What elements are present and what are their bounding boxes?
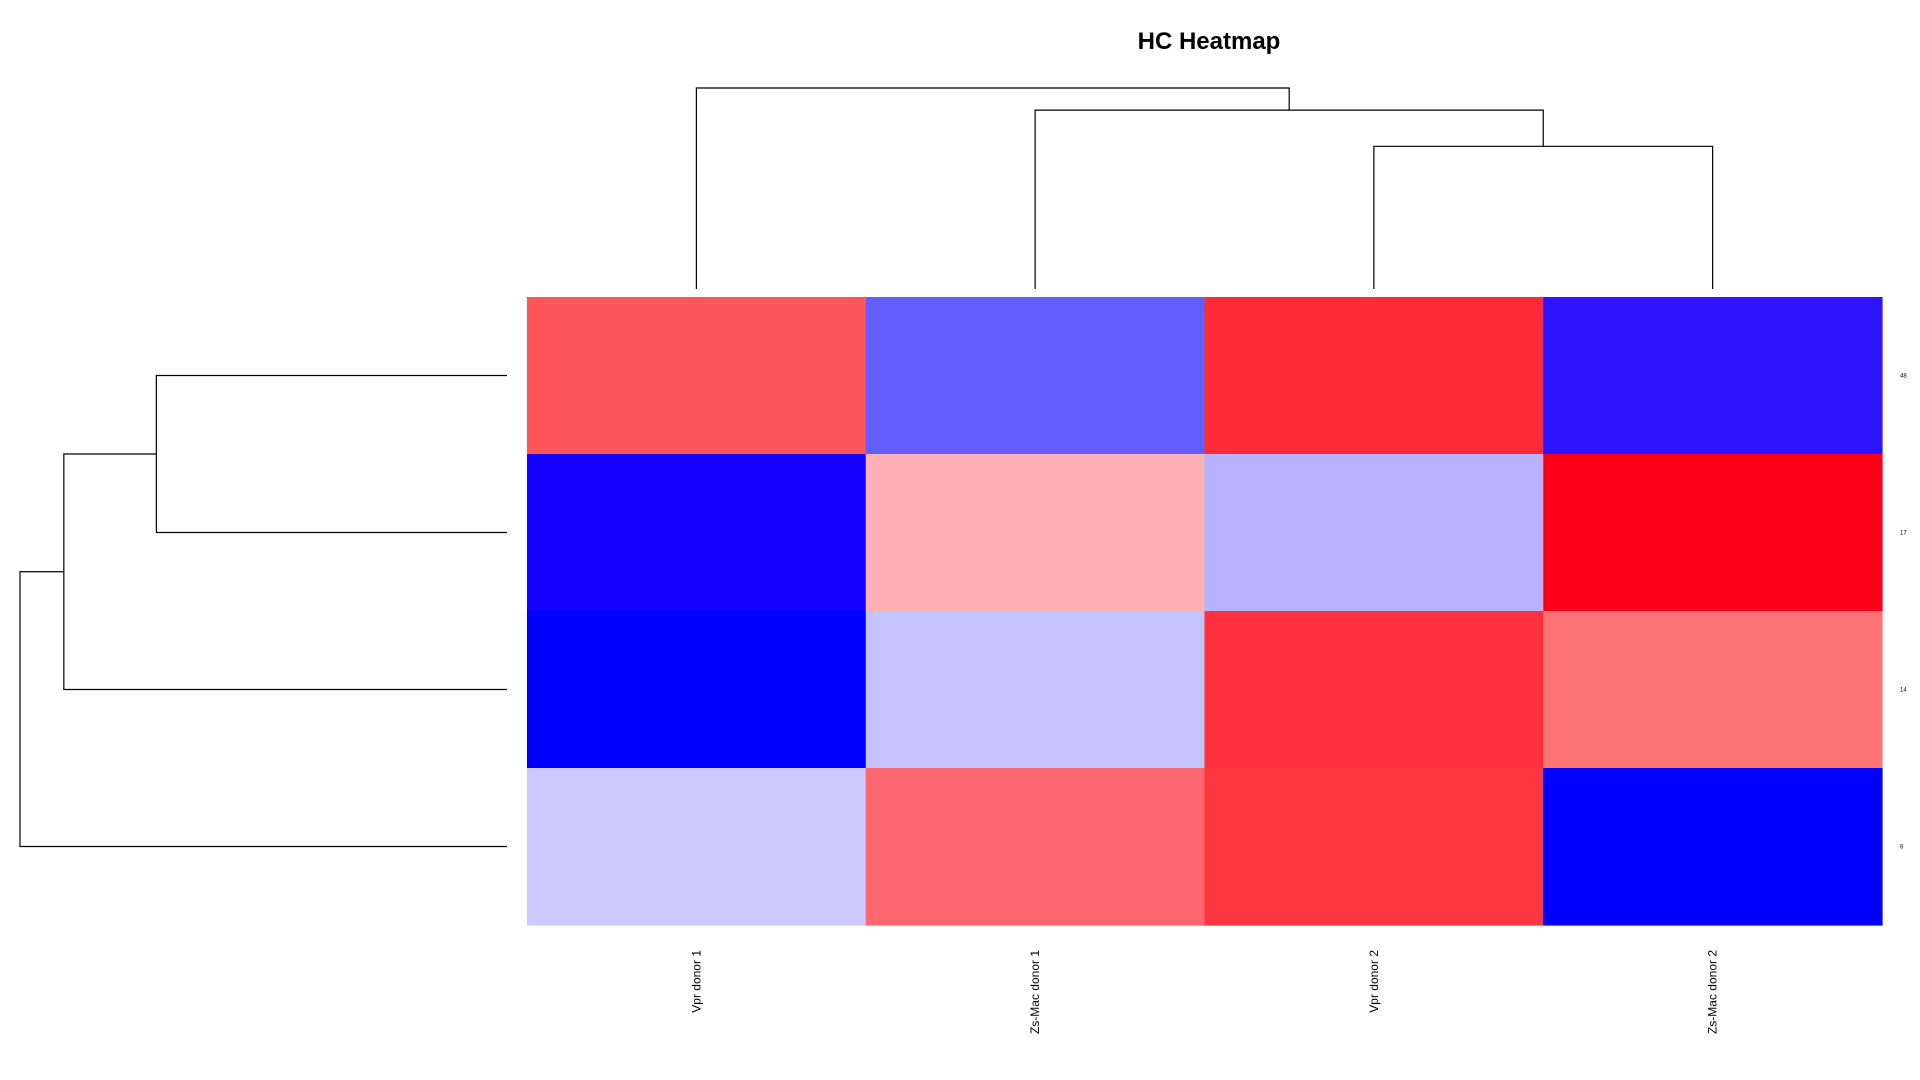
dendrogram-branch [155,374,507,534]
chart-title: HC Heatmap [1138,28,1281,55]
row-dendrogram [19,374,507,848]
heatmap-cell [865,611,1206,769]
dendrogram-branch [1034,109,1544,289]
column-label: Zs-Mac donor 2 [1706,950,1720,1034]
row-labels: 48 17 14 8 [1900,374,1907,851]
column-labels: Vpr donor 1 Zs-Mac donor 1 Vpr donor 2 Zs-M… [689,950,1719,1034]
dendrogram-branch [63,453,507,691]
heatmap-cell [865,454,1206,612]
heatmap-cell [1543,611,1883,769]
heatmap-cell [1543,297,1883,455]
heatmap-cell [1204,768,1544,926]
dendrogram-branch [695,87,1290,289]
heatmap-cell [527,454,867,612]
dendrogram-branch [19,571,507,848]
column-label: Zs-Mac donor 1 [1028,950,1042,1034]
heatmap-cells [527,297,1883,926]
heatmap-cell [865,768,1206,926]
row-label: 8 [1900,845,1904,851]
row-label: 17 [1900,531,1907,537]
dendrogram-branch [1373,145,1714,289]
heatmap-cell [1204,454,1544,612]
column-label: Vpr donor 2 [1367,950,1381,1013]
column-dendrogram [695,87,1714,289]
row-label: 48 [1900,374,1907,380]
heatmap-cell [527,768,867,926]
column-label: Vpr donor 1 [689,950,703,1013]
heatmap-cell [1543,454,1883,612]
row-label: 14 [1900,688,1907,694]
heatmap-cell [527,297,867,455]
heatmap-cell [865,297,1206,455]
heatmap-cell [1543,768,1883,926]
heatmap-cell [1204,611,1544,769]
heatmap-cell [1204,297,1544,455]
heatmap-cell [527,611,867,769]
